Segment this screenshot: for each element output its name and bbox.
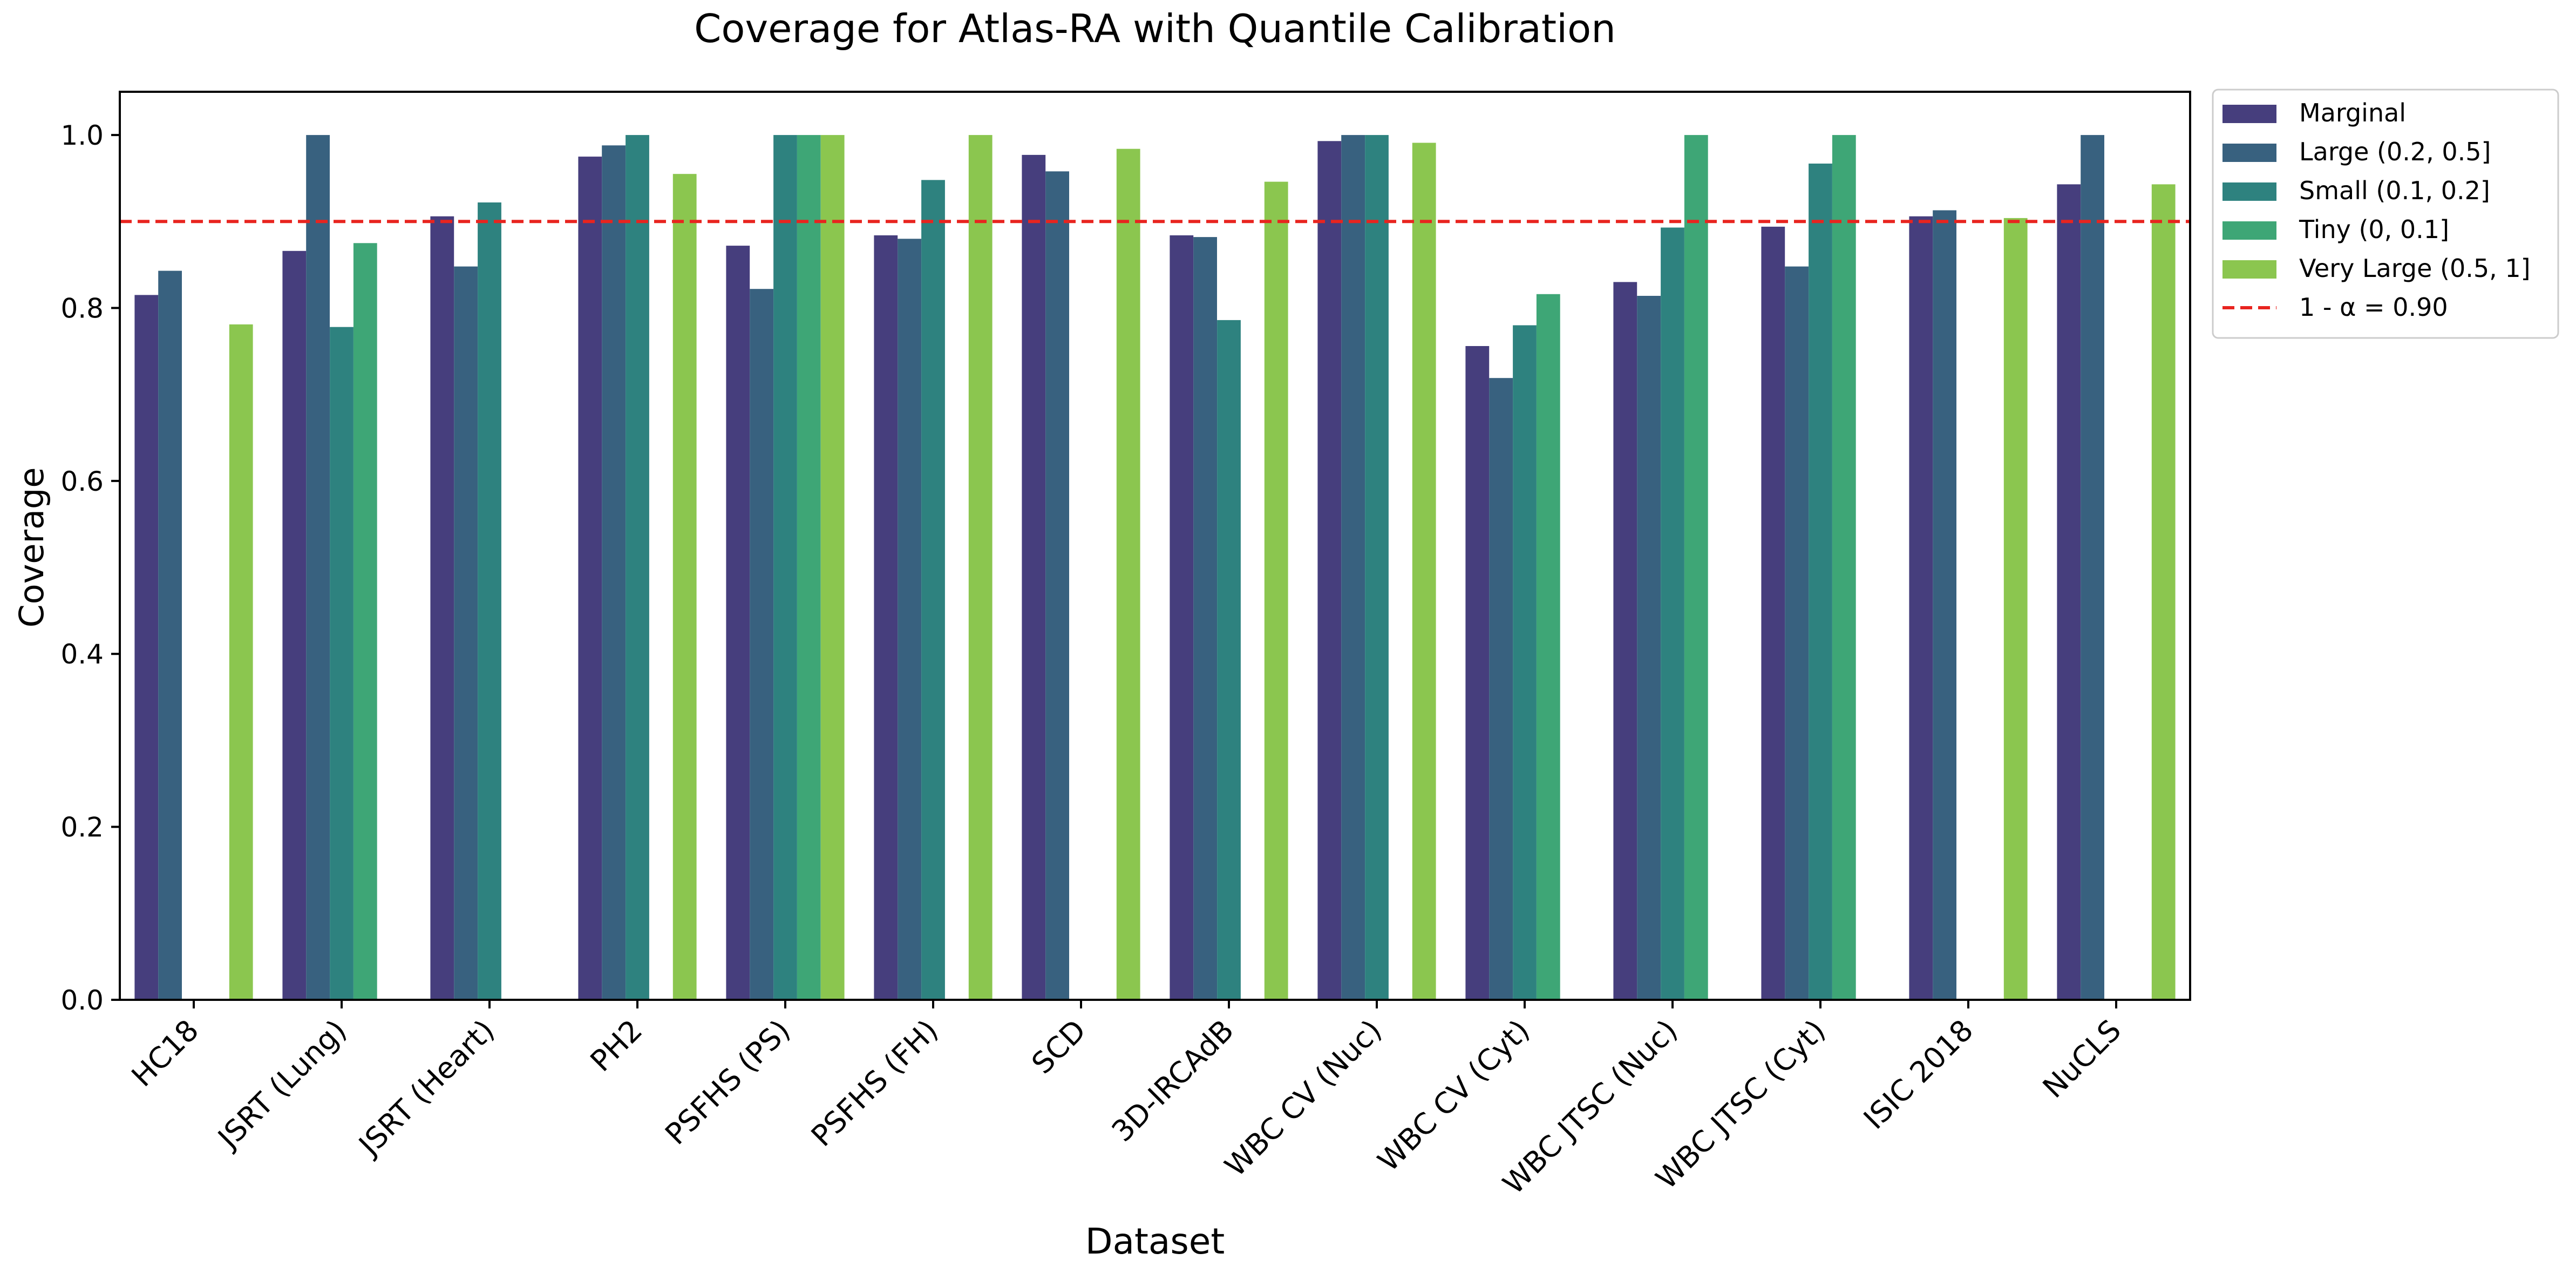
legend-swatch bbox=[2222, 182, 2276, 201]
bar-7-1 bbox=[1193, 237, 1217, 1000]
bars-layer bbox=[134, 135, 2176, 1000]
legend-label: Marginal bbox=[2299, 98, 2406, 127]
legend-label: Tiny (0, 0.1] bbox=[2299, 215, 2449, 244]
bar-13-1 bbox=[2081, 135, 2104, 1000]
bar-5-4 bbox=[968, 135, 993, 1000]
bar-10-3 bbox=[1684, 135, 1708, 1000]
legend-swatch bbox=[2222, 144, 2276, 162]
bar-4-0 bbox=[726, 246, 750, 1000]
bar-0-4 bbox=[229, 324, 253, 1000]
bar-12-1 bbox=[1933, 210, 1956, 1000]
bar-3-4 bbox=[672, 174, 697, 1000]
legend-label: Large (0.2, 0.5] bbox=[2299, 137, 2491, 166]
bar-9-2 bbox=[1513, 325, 1537, 1000]
bar-8-0 bbox=[1317, 141, 1342, 1000]
bar-1-2 bbox=[330, 327, 354, 1000]
bar-9-0 bbox=[1465, 346, 1490, 1000]
legend-swatch bbox=[2222, 221, 2276, 240]
bar-11-0 bbox=[1761, 226, 1785, 1000]
legend-label: 1 - α = 0.90 bbox=[2299, 293, 2448, 322]
y-tick-label: 0.6 bbox=[60, 466, 104, 497]
bar-13-4 bbox=[2151, 184, 2176, 1000]
bar-1-3 bbox=[353, 243, 377, 1000]
bar-4-2 bbox=[773, 135, 797, 1000]
bar-13-0 bbox=[2057, 184, 2081, 1000]
bar-4-1 bbox=[750, 289, 773, 1000]
bar-7-0 bbox=[1170, 235, 1194, 1000]
plot-frame bbox=[119, 91, 2191, 1001]
x-axis-label: Dataset bbox=[1085, 1221, 1225, 1262]
bar-7-2 bbox=[1217, 320, 1241, 1000]
chart-title: Coverage for Atlas-RA with Quantile Cali… bbox=[694, 6, 1616, 51]
y-tick-label: 1.0 bbox=[60, 120, 104, 151]
bar-6-4 bbox=[1116, 148, 1140, 1000]
bar-6-0 bbox=[1022, 154, 1046, 1000]
y-tick-label: 0.2 bbox=[60, 812, 104, 843]
bar-11-3 bbox=[1832, 135, 1856, 1000]
bar-2-2 bbox=[478, 202, 501, 1000]
bar-10-1 bbox=[1637, 296, 1661, 1000]
bar-2-1 bbox=[454, 266, 478, 1000]
bar-9-3 bbox=[1536, 294, 1560, 1000]
bar-5-2 bbox=[921, 180, 945, 1000]
bar-8-4 bbox=[1412, 143, 1436, 1000]
bar-7-4 bbox=[1264, 181, 1288, 1000]
bar-1-1 bbox=[306, 135, 330, 1000]
bar-4-4 bbox=[820, 135, 845, 1000]
bar-4-3 bbox=[797, 135, 821, 1000]
bar-0-0 bbox=[134, 295, 159, 1000]
legend-box bbox=[2212, 89, 2559, 339]
bar-9-1 bbox=[1489, 378, 1513, 1000]
bar-11-2 bbox=[1809, 164, 1832, 1000]
bar-6-1 bbox=[1045, 171, 1069, 1000]
bar-11-1 bbox=[1785, 266, 1809, 1000]
bar-5-1 bbox=[898, 239, 921, 1000]
bar-1-0 bbox=[282, 250, 307, 1000]
bar-2-0 bbox=[430, 216, 454, 1000]
legend-swatch bbox=[2222, 105, 2276, 123]
y-tick-label: 0.0 bbox=[60, 985, 104, 1016]
bar-10-2 bbox=[1661, 227, 1684, 1000]
bar-5-0 bbox=[874, 235, 898, 1000]
legend: Marginal Large (0.2, 0.5] Small (0.1, 0.2]… bbox=[2212, 89, 2559, 339]
legend-label: Small (0.1, 0.2] bbox=[2299, 176, 2490, 205]
y-tick-label: 0.4 bbox=[60, 639, 104, 670]
bar-12-4 bbox=[2003, 218, 2028, 1000]
legend-swatch bbox=[2222, 260, 2276, 279]
legend-label: Very Large (0.5, 1] bbox=[2299, 254, 2531, 283]
bar-3-2 bbox=[626, 135, 649, 1000]
bar-0-1 bbox=[158, 270, 182, 1000]
bar-8-1 bbox=[1341, 135, 1365, 1000]
y-tick-label: 0.8 bbox=[60, 293, 104, 324]
bar-3-0 bbox=[578, 157, 602, 1000]
bar-10-0 bbox=[1613, 282, 1637, 1000]
y-axis-label: Coverage bbox=[12, 467, 51, 627]
bar-12-0 bbox=[1909, 216, 1933, 1000]
bar-3-1 bbox=[602, 145, 626, 1000]
bar-8-2 bbox=[1365, 135, 1389, 1000]
